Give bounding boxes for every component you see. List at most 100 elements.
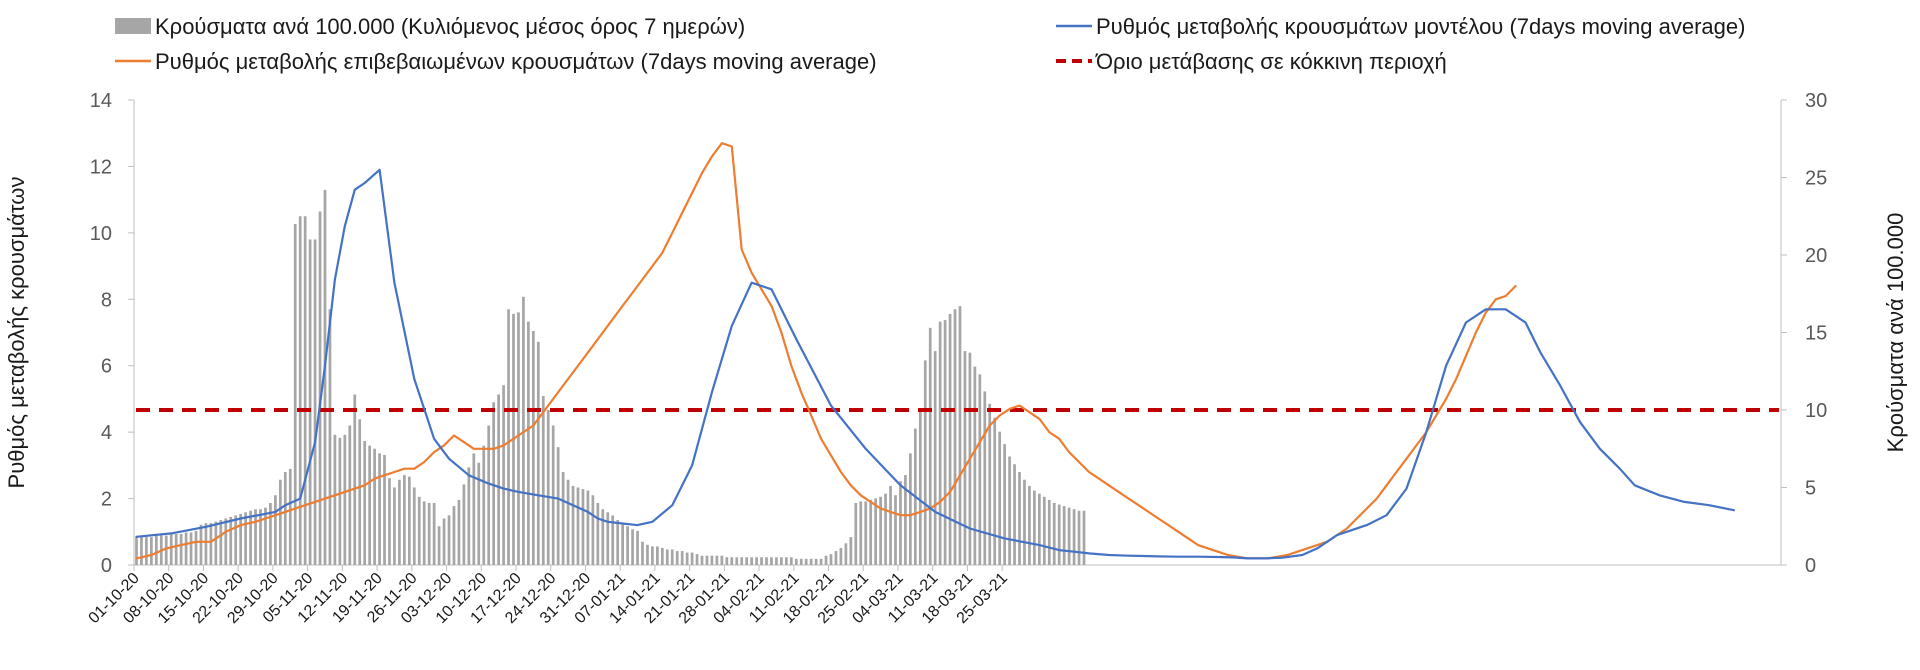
bar bbox=[209, 523, 213, 565]
bar bbox=[755, 557, 758, 565]
bar bbox=[943, 320, 947, 565]
bar bbox=[606, 512, 610, 565]
bar bbox=[452, 506, 456, 565]
bar bbox=[467, 467, 471, 565]
bar bbox=[358, 419, 362, 565]
bar bbox=[561, 472, 565, 565]
left-tick-label: 2 bbox=[101, 489, 112, 511]
bar bbox=[507, 309, 510, 565]
bar bbox=[323, 189, 327, 565]
bar bbox=[328, 309, 332, 565]
bar bbox=[715, 555, 719, 565]
bar bbox=[274, 495, 277, 565]
bar bbox=[626, 526, 629, 565]
bar bbox=[641, 541, 644, 565]
bar bbox=[154, 535, 158, 565]
bar bbox=[710, 555, 714, 565]
bar bbox=[527, 321, 530, 565]
bar bbox=[591, 495, 595, 565]
bar bbox=[383, 454, 386, 565]
bar bbox=[750, 557, 753, 565]
bar bbox=[353, 394, 357, 565]
bar bbox=[388, 478, 391, 565]
bar bbox=[819, 558, 823, 565]
legend-label: Κρούσματα ανά 100.000 (Κυλιόμενος μέσος … bbox=[155, 14, 745, 39]
bar bbox=[988, 403, 992, 565]
bar bbox=[303, 216, 307, 565]
left-axis-title: Ρυθμός μεταβολής κρουσμάτων bbox=[4, 177, 29, 489]
bar bbox=[770, 557, 773, 565]
bar bbox=[278, 479, 282, 565]
bar bbox=[363, 441, 367, 565]
bar bbox=[775, 557, 778, 565]
series-line-model bbox=[135, 168, 1736, 560]
bar bbox=[457, 499, 461, 565]
bar bbox=[621, 523, 625, 565]
bar bbox=[844, 543, 848, 565]
bar bbox=[135, 537, 138, 565]
bar bbox=[269, 503, 272, 565]
right-tick-label: 30 bbox=[1805, 90, 1827, 112]
bar bbox=[368, 445, 372, 565]
bar bbox=[938, 321, 942, 565]
bar bbox=[194, 530, 198, 565]
bar bbox=[690, 552, 694, 565]
bar bbox=[705, 555, 709, 565]
bar bbox=[378, 453, 381, 565]
bar bbox=[998, 431, 1002, 565]
bar bbox=[576, 487, 580, 565]
bar bbox=[953, 309, 957, 565]
bar bbox=[462, 484, 466, 565]
bar bbox=[909, 453, 912, 565]
left-tick-label: 6 bbox=[101, 356, 112, 378]
bar bbox=[199, 524, 203, 565]
bar bbox=[695, 554, 699, 565]
bar bbox=[814, 558, 818, 565]
bar bbox=[824, 555, 828, 565]
bar bbox=[546, 410, 550, 565]
bar bbox=[531, 330, 535, 565]
bar bbox=[829, 554, 833, 565]
bar bbox=[184, 532, 188, 565]
bar bbox=[536, 341, 540, 565]
bar bbox=[566, 479, 570, 565]
bar bbox=[1037, 493, 1041, 565]
bar bbox=[427, 503, 431, 565]
bar bbox=[1072, 509, 1076, 565]
bar bbox=[393, 487, 396, 565]
bar bbox=[646, 544, 649, 565]
bar bbox=[923, 360, 927, 565]
left-tick-label: 8 bbox=[101, 289, 112, 311]
bar bbox=[656, 546, 659, 565]
bar bbox=[685, 552, 689, 565]
bar bbox=[983, 391, 987, 565]
bar bbox=[859, 501, 863, 565]
bar bbox=[442, 518, 446, 565]
bar bbox=[740, 557, 744, 565]
bar bbox=[928, 327, 932, 565]
legend-label: Ρυθμός μεταβολής κρουσμάτων μοντέλου (7d… bbox=[1096, 14, 1745, 39]
bar bbox=[145, 537, 148, 565]
bar bbox=[794, 558, 798, 565]
bar bbox=[249, 510, 252, 565]
left-tick-label: 14 bbox=[90, 90, 112, 112]
left-tick-label: 10 bbox=[90, 223, 112, 245]
bar bbox=[675, 551, 679, 565]
bar bbox=[169, 534, 173, 565]
right-tick-label: 15 bbox=[1805, 323, 1827, 345]
bar bbox=[333, 434, 337, 565]
bar bbox=[417, 496, 421, 565]
bar bbox=[517, 312, 520, 565]
bar bbox=[680, 551, 684, 565]
bar bbox=[254, 509, 257, 565]
bar bbox=[1052, 503, 1056, 565]
bar bbox=[571, 485, 575, 565]
legend-label: Όριο μετάβασης σε κόκκινη περιοχή bbox=[1095, 49, 1447, 74]
bar bbox=[1057, 504, 1061, 565]
bar bbox=[477, 462, 481, 565]
bar bbox=[214, 521, 218, 565]
bar bbox=[487, 425, 491, 565]
bar bbox=[492, 402, 496, 565]
bar bbox=[447, 515, 451, 565]
